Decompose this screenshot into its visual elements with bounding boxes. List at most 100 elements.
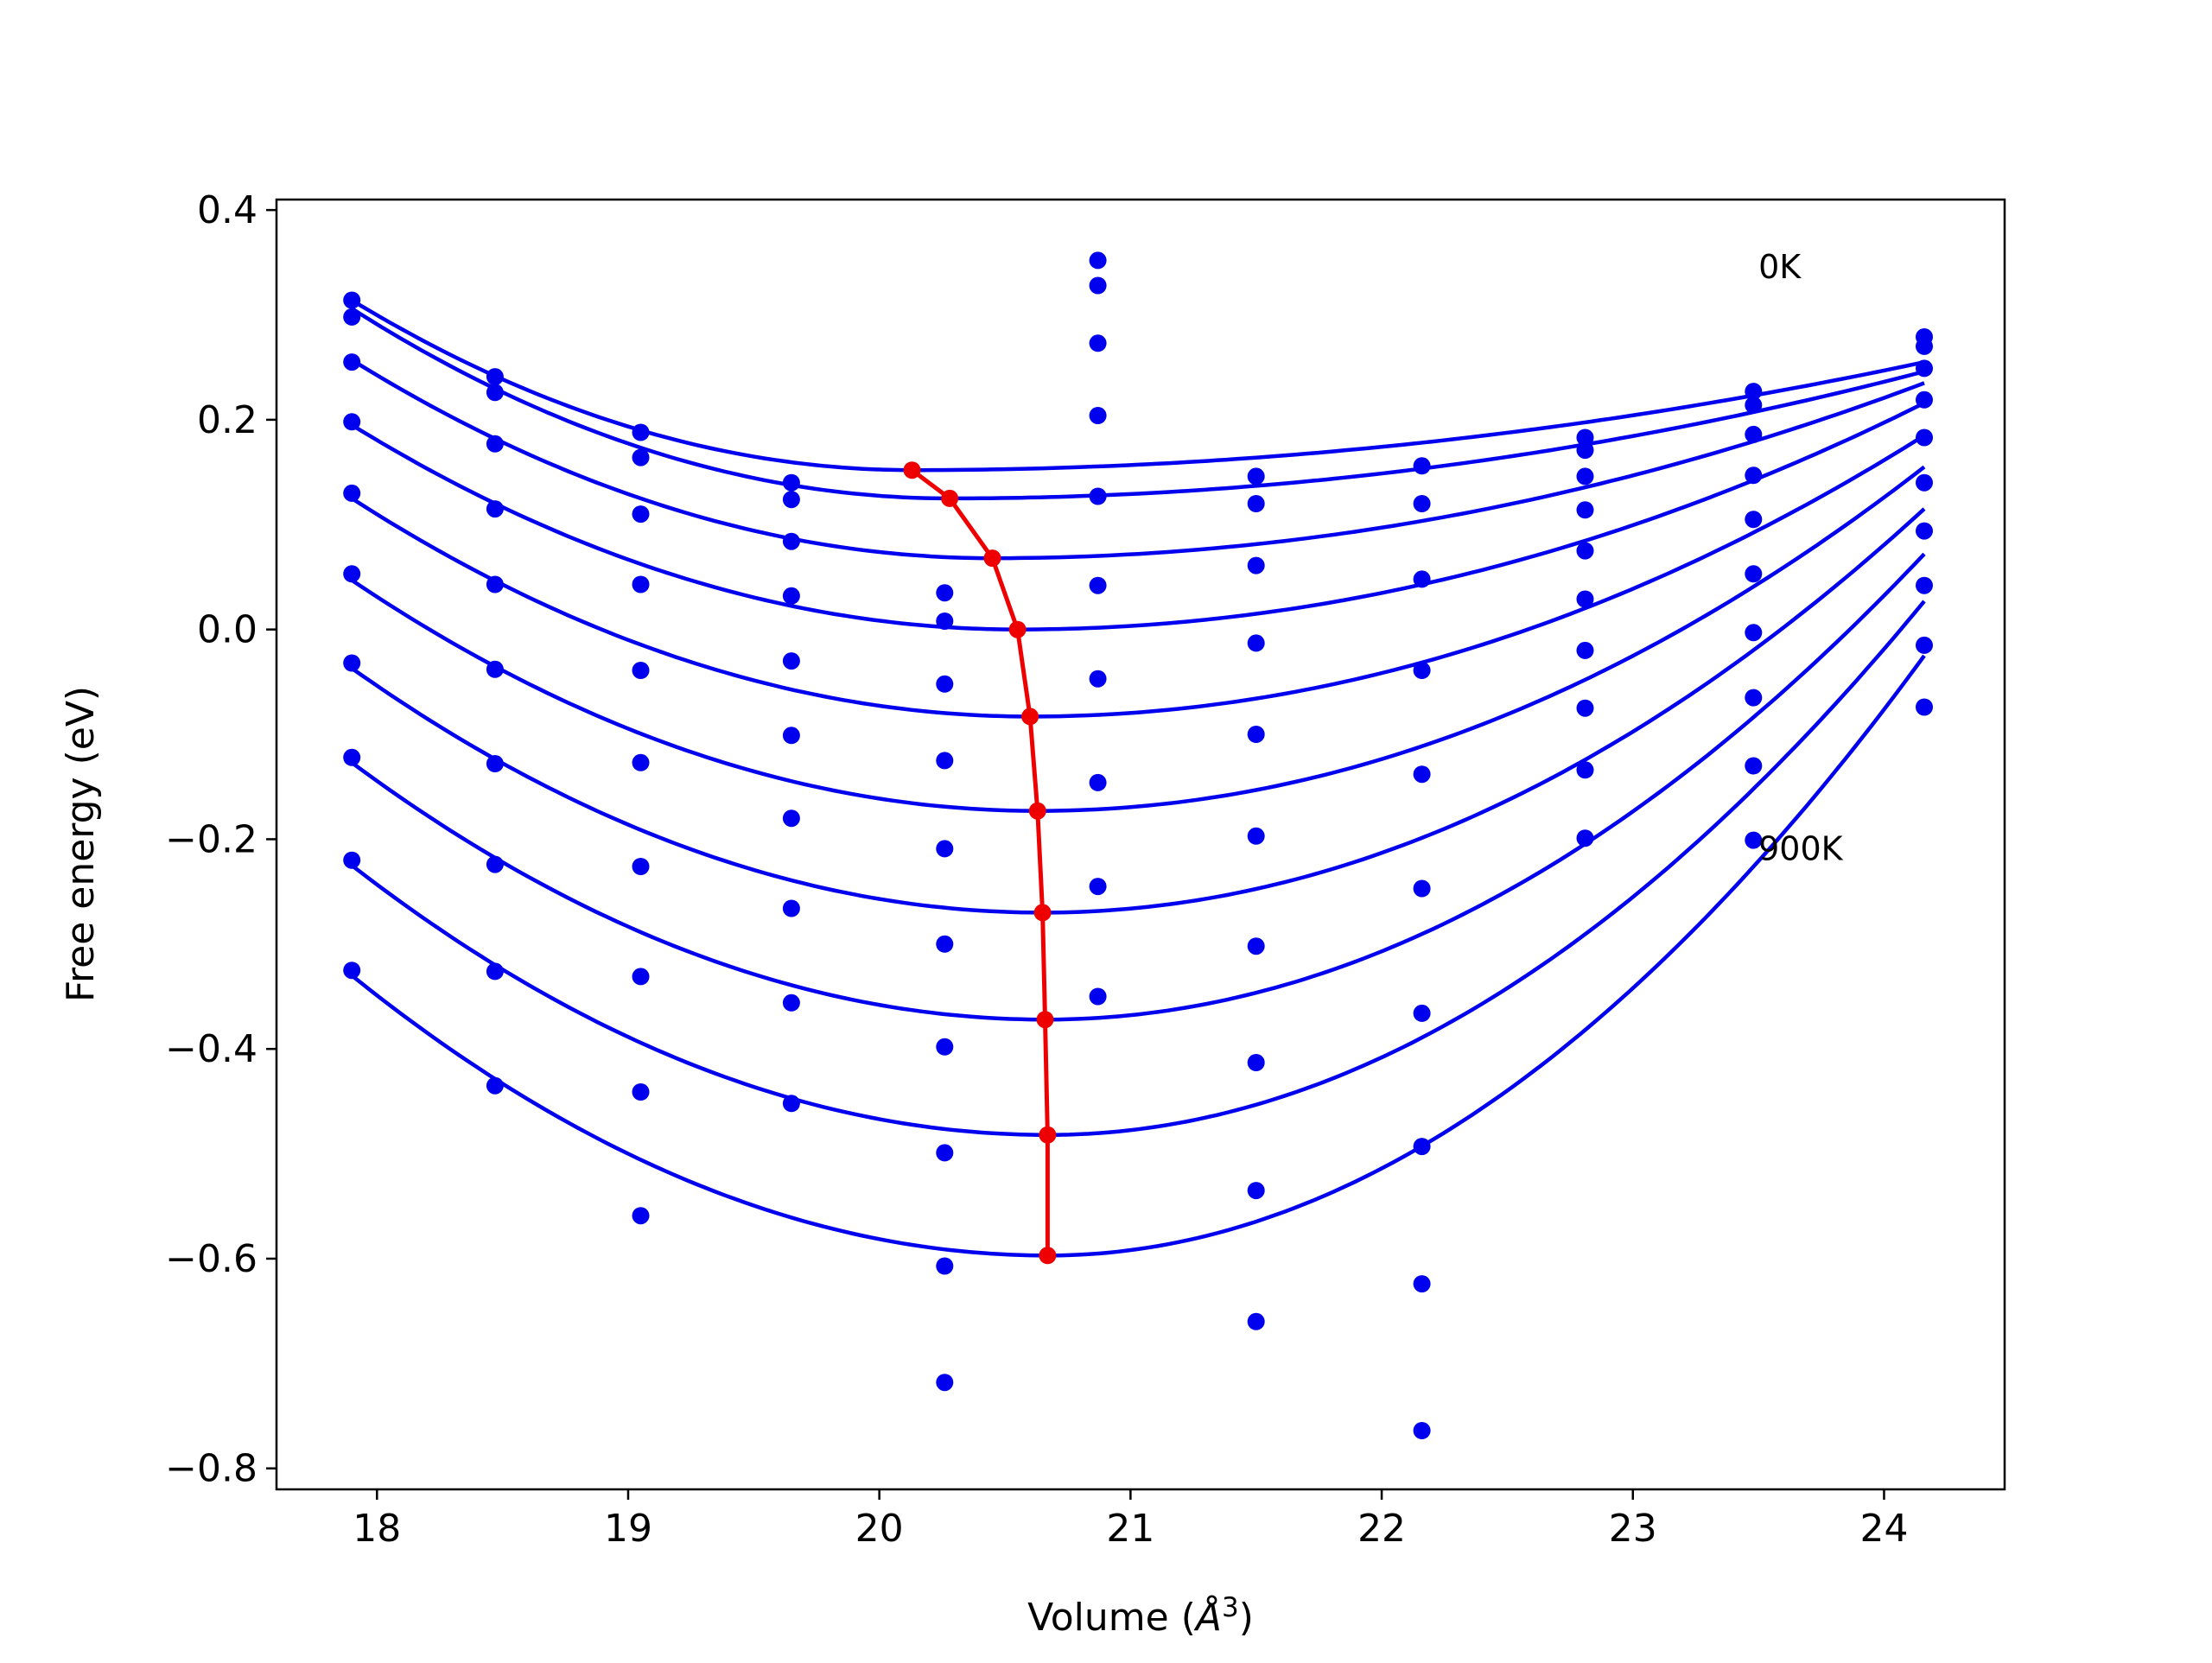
data-point: [1089, 576, 1107, 594]
data-point: [936, 1144, 954, 1162]
data-point: [486, 575, 504, 593]
data-point: [1916, 390, 1933, 409]
data-point: [1745, 425, 1763, 443]
data-point: [486, 1076, 504, 1095]
data-point: [1247, 634, 1265, 652]
x-tick-label: 20: [855, 1507, 904, 1551]
plot-frame: [275, 198, 2006, 1491]
data-point: [1745, 383, 1763, 401]
data-point: [343, 962, 361, 980]
fit-curve-5: [350, 465, 1926, 813]
data-point: [936, 584, 954, 602]
data-point: [1916, 359, 1933, 378]
minimum-point: [1033, 904, 1052, 922]
data-point: [1413, 879, 1431, 898]
fit-curve-2: [351, 358, 1925, 561]
data-point: [632, 575, 650, 593]
data-point: [486, 855, 504, 873]
fit-curve-7: [350, 552, 1926, 1022]
minimum-point: [1039, 1247, 1057, 1265]
x-axis-label: Volume (Å3): [1027, 1592, 1254, 1640]
data-point: [343, 748, 361, 766]
data-point: [1089, 878, 1107, 896]
minimum-point: [1021, 708, 1039, 726]
data-point: [1413, 765, 1431, 784]
data-point: [1576, 542, 1594, 560]
minimum-point: [1036, 1011, 1054, 1029]
data-point: [1247, 1312, 1265, 1330]
data-point: [1745, 689, 1763, 707]
data-point: [782, 993, 800, 1012]
data-point: [936, 1257, 954, 1275]
annotation-label-0: 0K: [1758, 248, 1802, 286]
data-point: [936, 613, 954, 630]
data-point: [343, 291, 361, 309]
data-point: [782, 727, 800, 745]
data-point: [1576, 428, 1594, 447]
data-point: [1413, 662, 1431, 679]
data-point: [782, 532, 800, 550]
fit-curve-4: [350, 434, 1926, 719]
y-axis-label: Free energy (eV): [59, 686, 103, 1002]
data-point: [1247, 495, 1265, 512]
x-tick-label: 18: [353, 1507, 401, 1551]
data-point: [1089, 276, 1107, 295]
data-point: [1413, 1004, 1431, 1022]
annotation-layer: 0K 900K: [1758, 248, 1844, 868]
data-point: [1413, 457, 1431, 475]
data-point: [936, 675, 954, 693]
data-point: [632, 448, 650, 467]
data-point: [486, 368, 504, 386]
data-point: [486, 962, 504, 981]
data-point: [632, 505, 650, 524]
fit-curve-9: [350, 654, 1926, 1258]
data-point: [782, 491, 800, 509]
data-point: [343, 413, 361, 431]
minima-layer: [903, 461, 1057, 1265]
data-point: [1916, 636, 1933, 654]
y-tick-label: 0.4: [197, 188, 257, 232]
data-point: [936, 752, 954, 770]
y-tick-label: 0.0: [197, 608, 257, 652]
data-point: [632, 1207, 650, 1225]
x-tick-label: 19: [604, 1507, 652, 1551]
y-tick-label: −0.8: [165, 1447, 257, 1491]
data-point: [782, 1095, 800, 1113]
data-point: [1413, 1275, 1431, 1293]
data-point: [1576, 641, 1594, 659]
minimum-point: [1028, 802, 1046, 820]
data-point: [343, 851, 361, 869]
y-axis-ticks: −0.8 −0.6 −0.4 −0.2 0.0 0.2 0.4: [165, 188, 276, 1491]
y-tick-label: −0.6: [165, 1237, 257, 1281]
y-tick-label: 0.2: [197, 398, 257, 442]
fit-curve-6: [350, 507, 1926, 915]
data-point: [632, 858, 650, 875]
data-point: [632, 753, 650, 771]
minimum-point: [903, 461, 921, 479]
data-point: [632, 423, 650, 441]
fit-curve-8: [350, 600, 1926, 1137]
data-point: [486, 384, 504, 402]
data-point: [1576, 501, 1594, 519]
data-point: [1413, 495, 1431, 512]
minimum-point: [983, 549, 1001, 568]
x-axis-ticks: 18 19 20 21 22 23 24: [353, 1489, 1908, 1551]
data-point: [936, 1038, 954, 1056]
points-layer: [343, 251, 1933, 1439]
data-point: [1247, 1054, 1265, 1071]
data-point: [1745, 831, 1763, 849]
data-point: [1576, 699, 1594, 717]
data-point: [1247, 467, 1265, 486]
data-point: [1745, 396, 1763, 414]
data-point: [486, 500, 504, 518]
fit-curve-1: [350, 307, 1925, 501]
data-point: [1247, 827, 1265, 845]
data-point: [1745, 565, 1763, 583]
data-point: [343, 654, 361, 672]
x-tick-label: 22: [1357, 1507, 1406, 1551]
data-point: [936, 1374, 954, 1392]
x-tick-label: 24: [1859, 1507, 1908, 1551]
fit-curve-0: [351, 298, 1925, 473]
data-point: [1745, 467, 1763, 485]
